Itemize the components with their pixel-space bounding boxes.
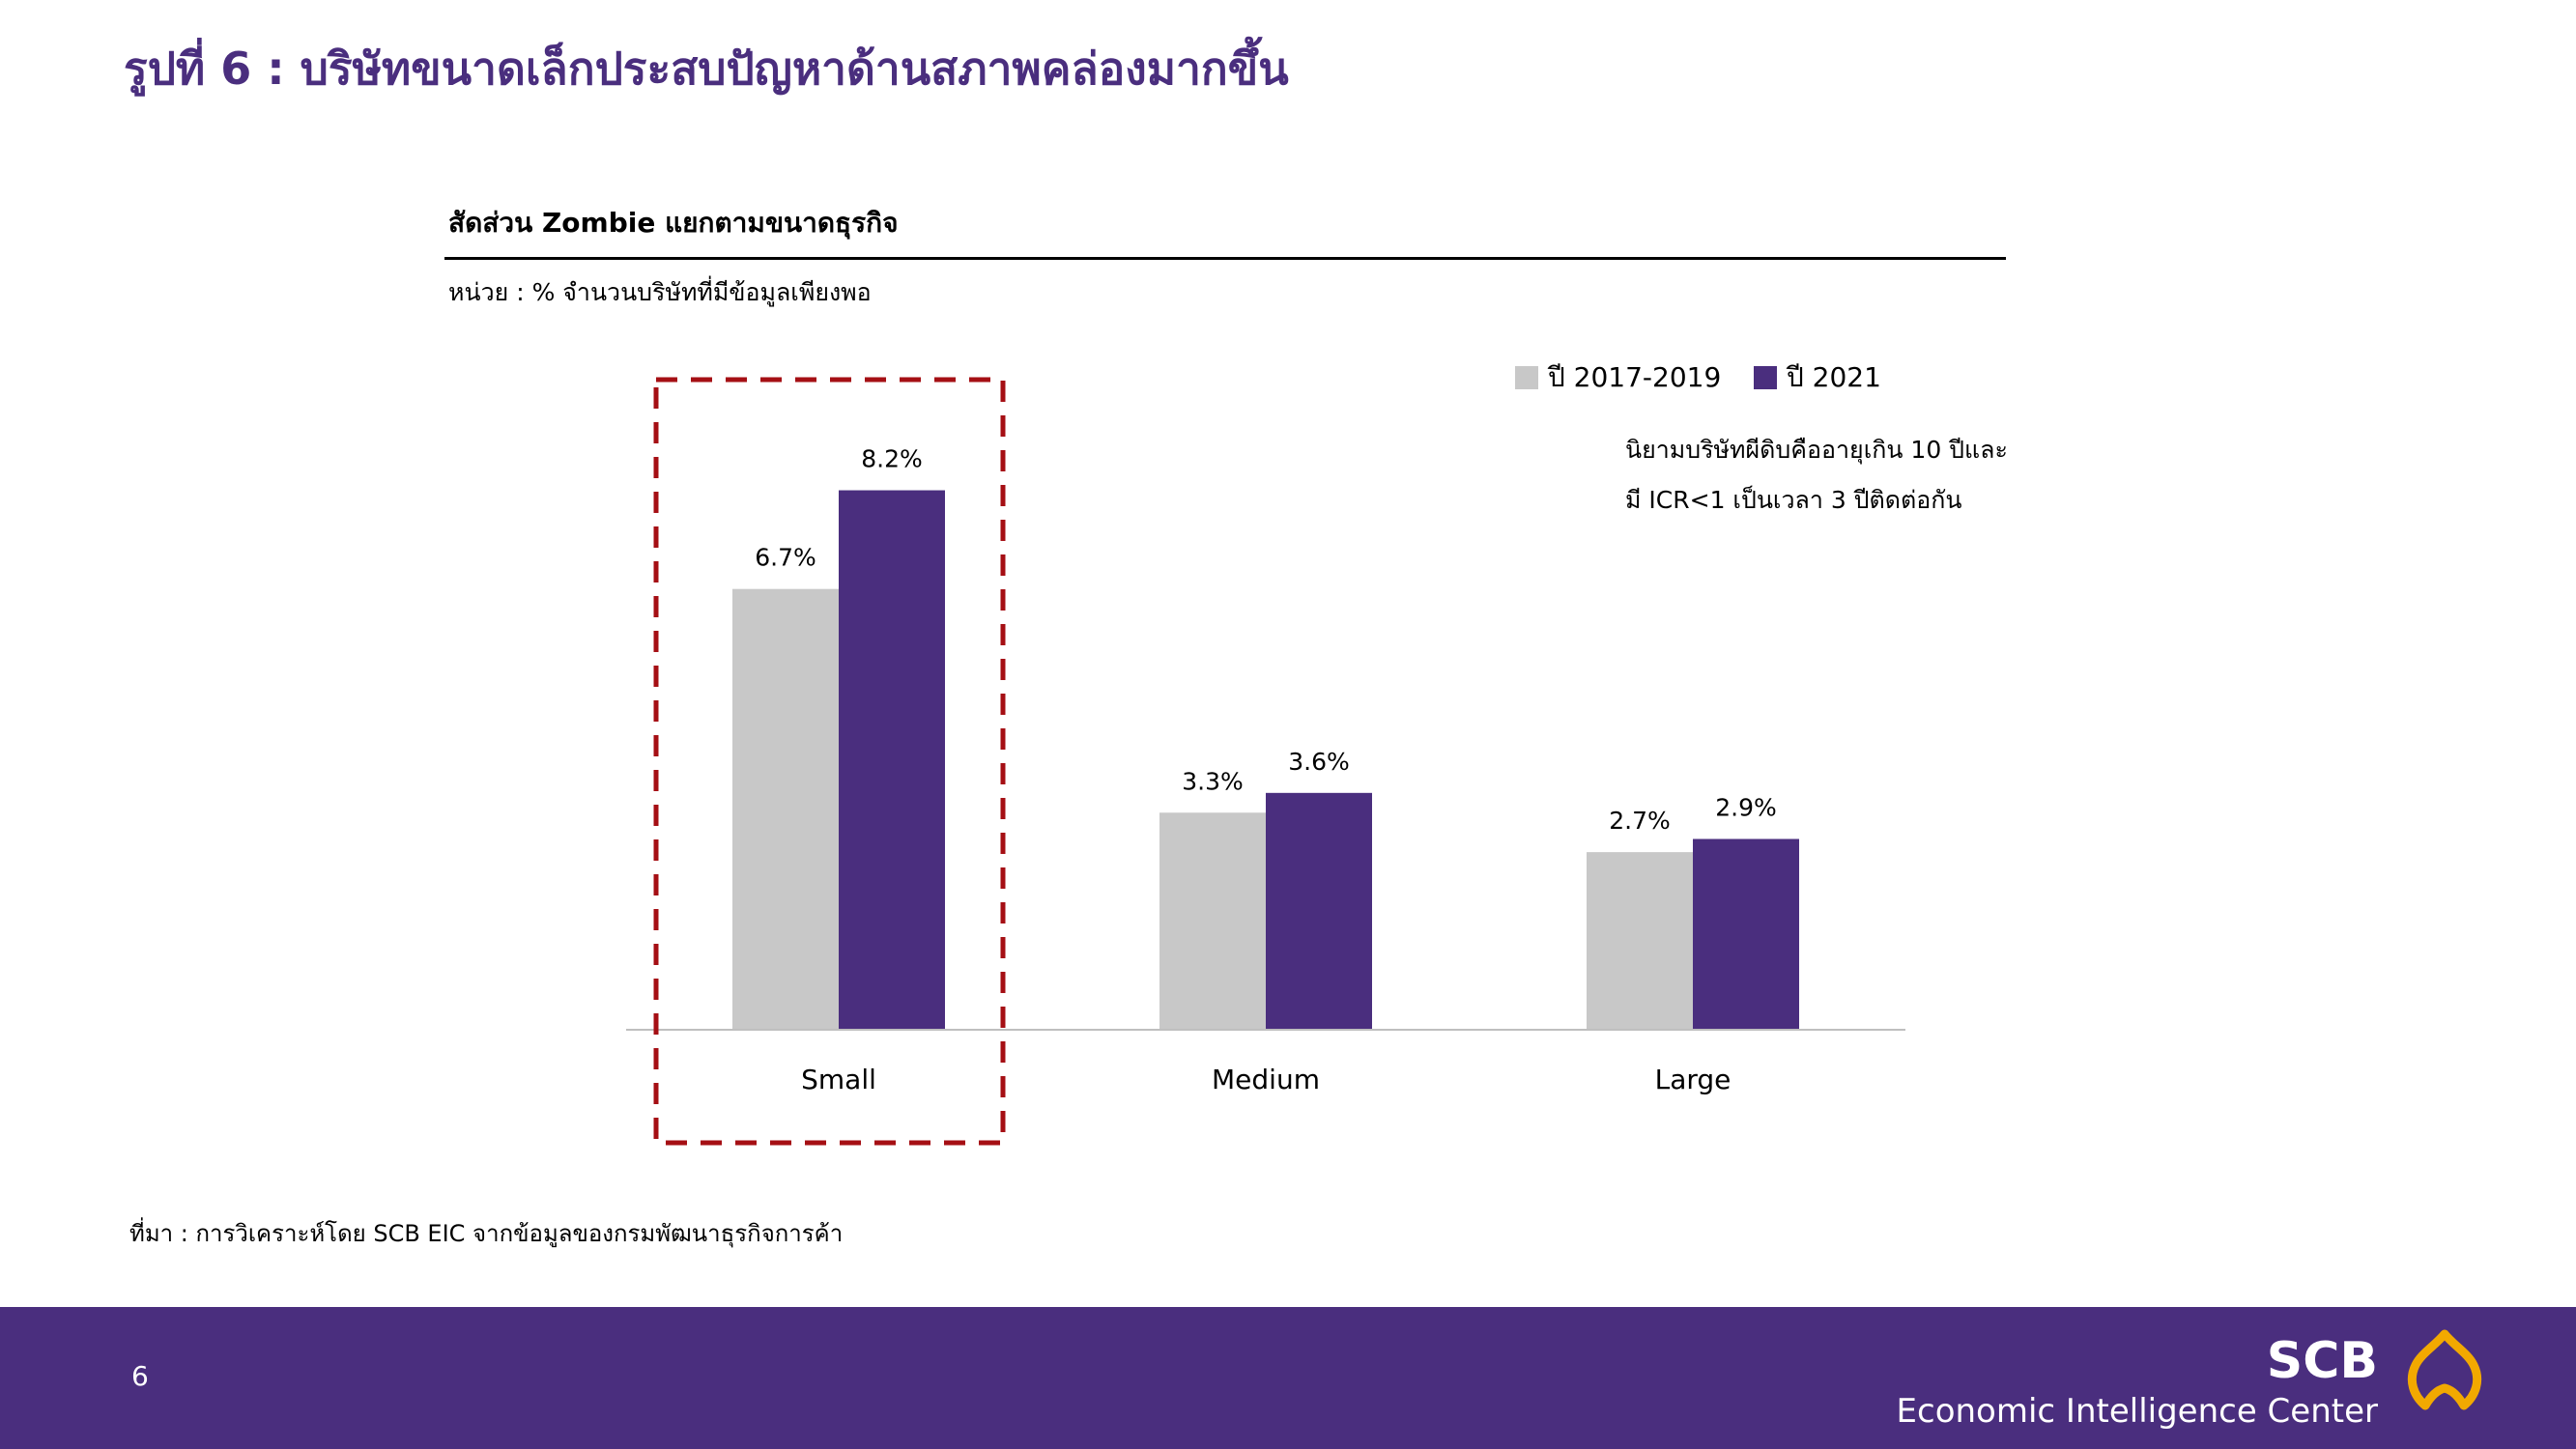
- definition-note-line-1: นิยามบริษัทผีดิบคืออายุเกิน 10 ปีและ: [1625, 436, 2008, 464]
- source-note: ที่มา : การวิเคราะห์โดย SCB EIC จากข้อมู…: [129, 1220, 844, 1247]
- legend-swatch-series-2: [1754, 366, 1777, 389]
- data-label-small-series-1: 6.7%: [755, 544, 816, 572]
- brand-name: SCB: [2266, 1332, 2378, 1390]
- bar-small-series-1: [732, 588, 839, 1030]
- chart-unit-note: หน่วย : % จำนวนบริษัทที่มีข้อมูลเพียงพอ: [448, 278, 872, 306]
- bars-layer: [732, 490, 1799, 1030]
- data-label-medium-series-2: 3.6%: [1288, 748, 1350, 776]
- data-labels-layer: 6.7% 8.2% 3.3% 3.6% 2.7% 2.9%: [755, 445, 1777, 836]
- legend-swatch-series-1: [1515, 366, 1538, 389]
- legend-label-series-1: ปี 2017-2019: [1547, 361, 1721, 393]
- footer-bar: 6 SCB Economic Intelligence Center: [0, 1307, 2576, 1449]
- data-label-large-series-1: 2.7%: [1609, 807, 1671, 835]
- slide-title: รูปที่ 6 : บริษัทขนาดเล็กประสบปัญหาด้านส…: [124, 43, 1289, 95]
- legend: ปี 2017-2019 ปี 2021: [1515, 361, 1881, 393]
- definition-note-line-2: มี ICR<1 เป็นเวลา 3 ปีติดต่อกัน: [1625, 486, 1962, 514]
- definition-note: นิยามบริษัทผีดิบคืออายุเกิน 10 ปีและ มี …: [1625, 425, 2008, 526]
- chart-title: สัดส่วน Zombie แยกตามขนาดธุรกิจ: [448, 207, 899, 239]
- scb-emblem-icon: [2407, 1329, 2482, 1410]
- bar-large-series-2: [1693, 838, 1799, 1030]
- bar-large-series-1: [1587, 852, 1693, 1030]
- x-tick-label-small: Small: [801, 1064, 876, 1095]
- x-tick-label-medium: Medium: [1212, 1064, 1320, 1095]
- chart-title-divider: [444, 257, 2006, 260]
- brand-subtitle: Economic Intelligence Center: [1896, 1392, 2378, 1431]
- x-tick-label-large: Large: [1655, 1064, 1732, 1095]
- bar-chart: 6.7% 8.2% 3.3% 3.6% 2.7% 2.9% Small Medium Larg…: [626, 361, 1905, 1146]
- bar-medium-series-2: [1266, 792, 1372, 1030]
- data-label-medium-series-1: 3.3%: [1182, 767, 1244, 795]
- page-number: 6: [131, 1360, 149, 1392]
- bar-medium-series-1: [1159, 812, 1266, 1030]
- legend-label-series-2: ปี 2021: [1786, 361, 1881, 393]
- data-label-small-series-2: 8.2%: [861, 445, 923, 473]
- bar-small-series-2: [839, 490, 945, 1030]
- x-tick-labels-layer: Small Medium Large: [801, 1064, 1731, 1095]
- data-label-large-series-2: 2.9%: [1715, 793, 1777, 821]
